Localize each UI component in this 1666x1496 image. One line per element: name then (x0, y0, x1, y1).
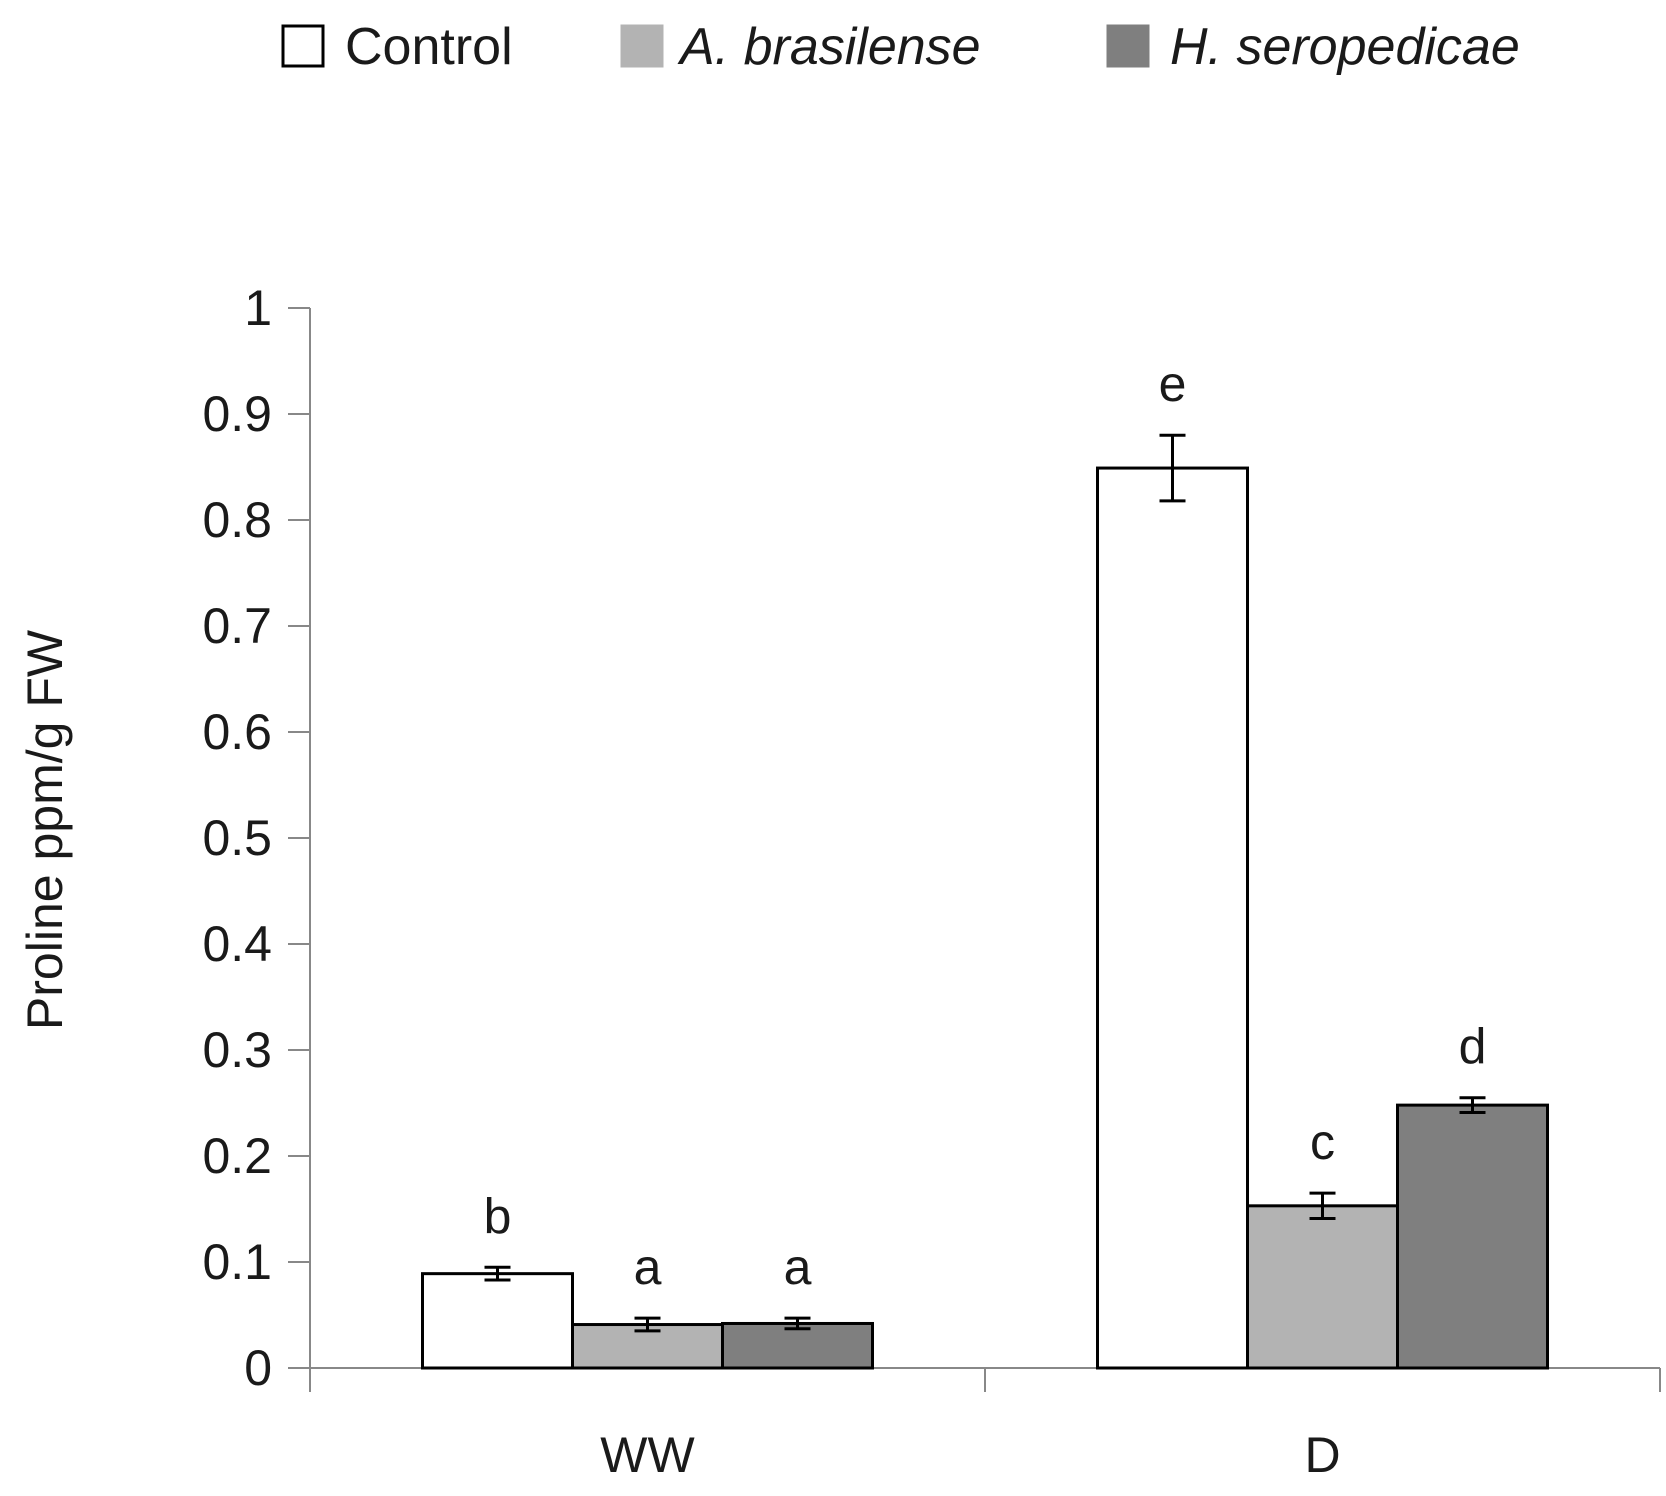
y-tick-label: 0.3 (202, 1022, 272, 1078)
legend-item: H. seropedicae (1106, 18, 1520, 76)
bar (1096, 466, 1249, 1370)
legend-item: Control (281, 18, 513, 76)
x-category-label: D (1304, 1427, 1340, 1483)
axes: 0 0.1 0.2 0.3 0.4 0.5 0.6 0.7 0.8 0.9 1 WW D Proline … (17, 280, 1661, 1483)
significance-label: a (784, 1239, 812, 1295)
y-tick-label: 0.5 (202, 810, 272, 866)
legend: Control A. brasilense H. seropedicae (281, 18, 1520, 76)
legend-label: Control (345, 18, 513, 76)
legend-swatch (1106, 24, 1150, 68)
labels: b a a e c d (484, 356, 1487, 1295)
bar (1396, 1103, 1549, 1370)
y-tick-label: 0.1 (202, 1234, 272, 1290)
error-bar (1459, 1096, 1486, 1115)
error-bar (1159, 433, 1186, 503)
error-bar (784, 1316, 811, 1331)
y-tick-label: 0.8 (202, 492, 272, 548)
y-tick-label: 1 (244, 280, 272, 336)
y-tick-label: 0.9 (202, 386, 272, 442)
legend-item: A. brasilense (620, 18, 981, 76)
legend-label: A. brasilense (677, 18, 981, 76)
error-bar (634, 1316, 661, 1333)
x-category-label: WW (600, 1427, 695, 1483)
y-tick-label: 0.4 (202, 916, 272, 972)
legend-label: H. seropedicae (1170, 18, 1520, 76)
legend-swatch (620, 24, 664, 68)
y-tick-label: 0.2 (202, 1128, 272, 1184)
significance-label: a (634, 1239, 662, 1295)
y-tick-label: 0.6 (202, 704, 272, 760)
legend-swatch (281, 24, 325, 68)
significance-label: b (484, 1188, 512, 1244)
y-axis-title: Proline ppm/g FW (17, 629, 73, 1030)
bar (421, 1272, 574, 1370)
y-tick-label: 0.7 (202, 598, 272, 654)
significance-label: c (1310, 1114, 1335, 1170)
significance-label: d (1459, 1019, 1487, 1075)
error-bar (484, 1265, 511, 1282)
bar (721, 1321, 874, 1370)
bars (421, 433, 1549, 1370)
bar (1246, 1204, 1399, 1370)
y-tick-label: 0 (244, 1340, 272, 1396)
significance-label: e (1159, 356, 1187, 412)
error-bar (1309, 1191, 1336, 1221)
